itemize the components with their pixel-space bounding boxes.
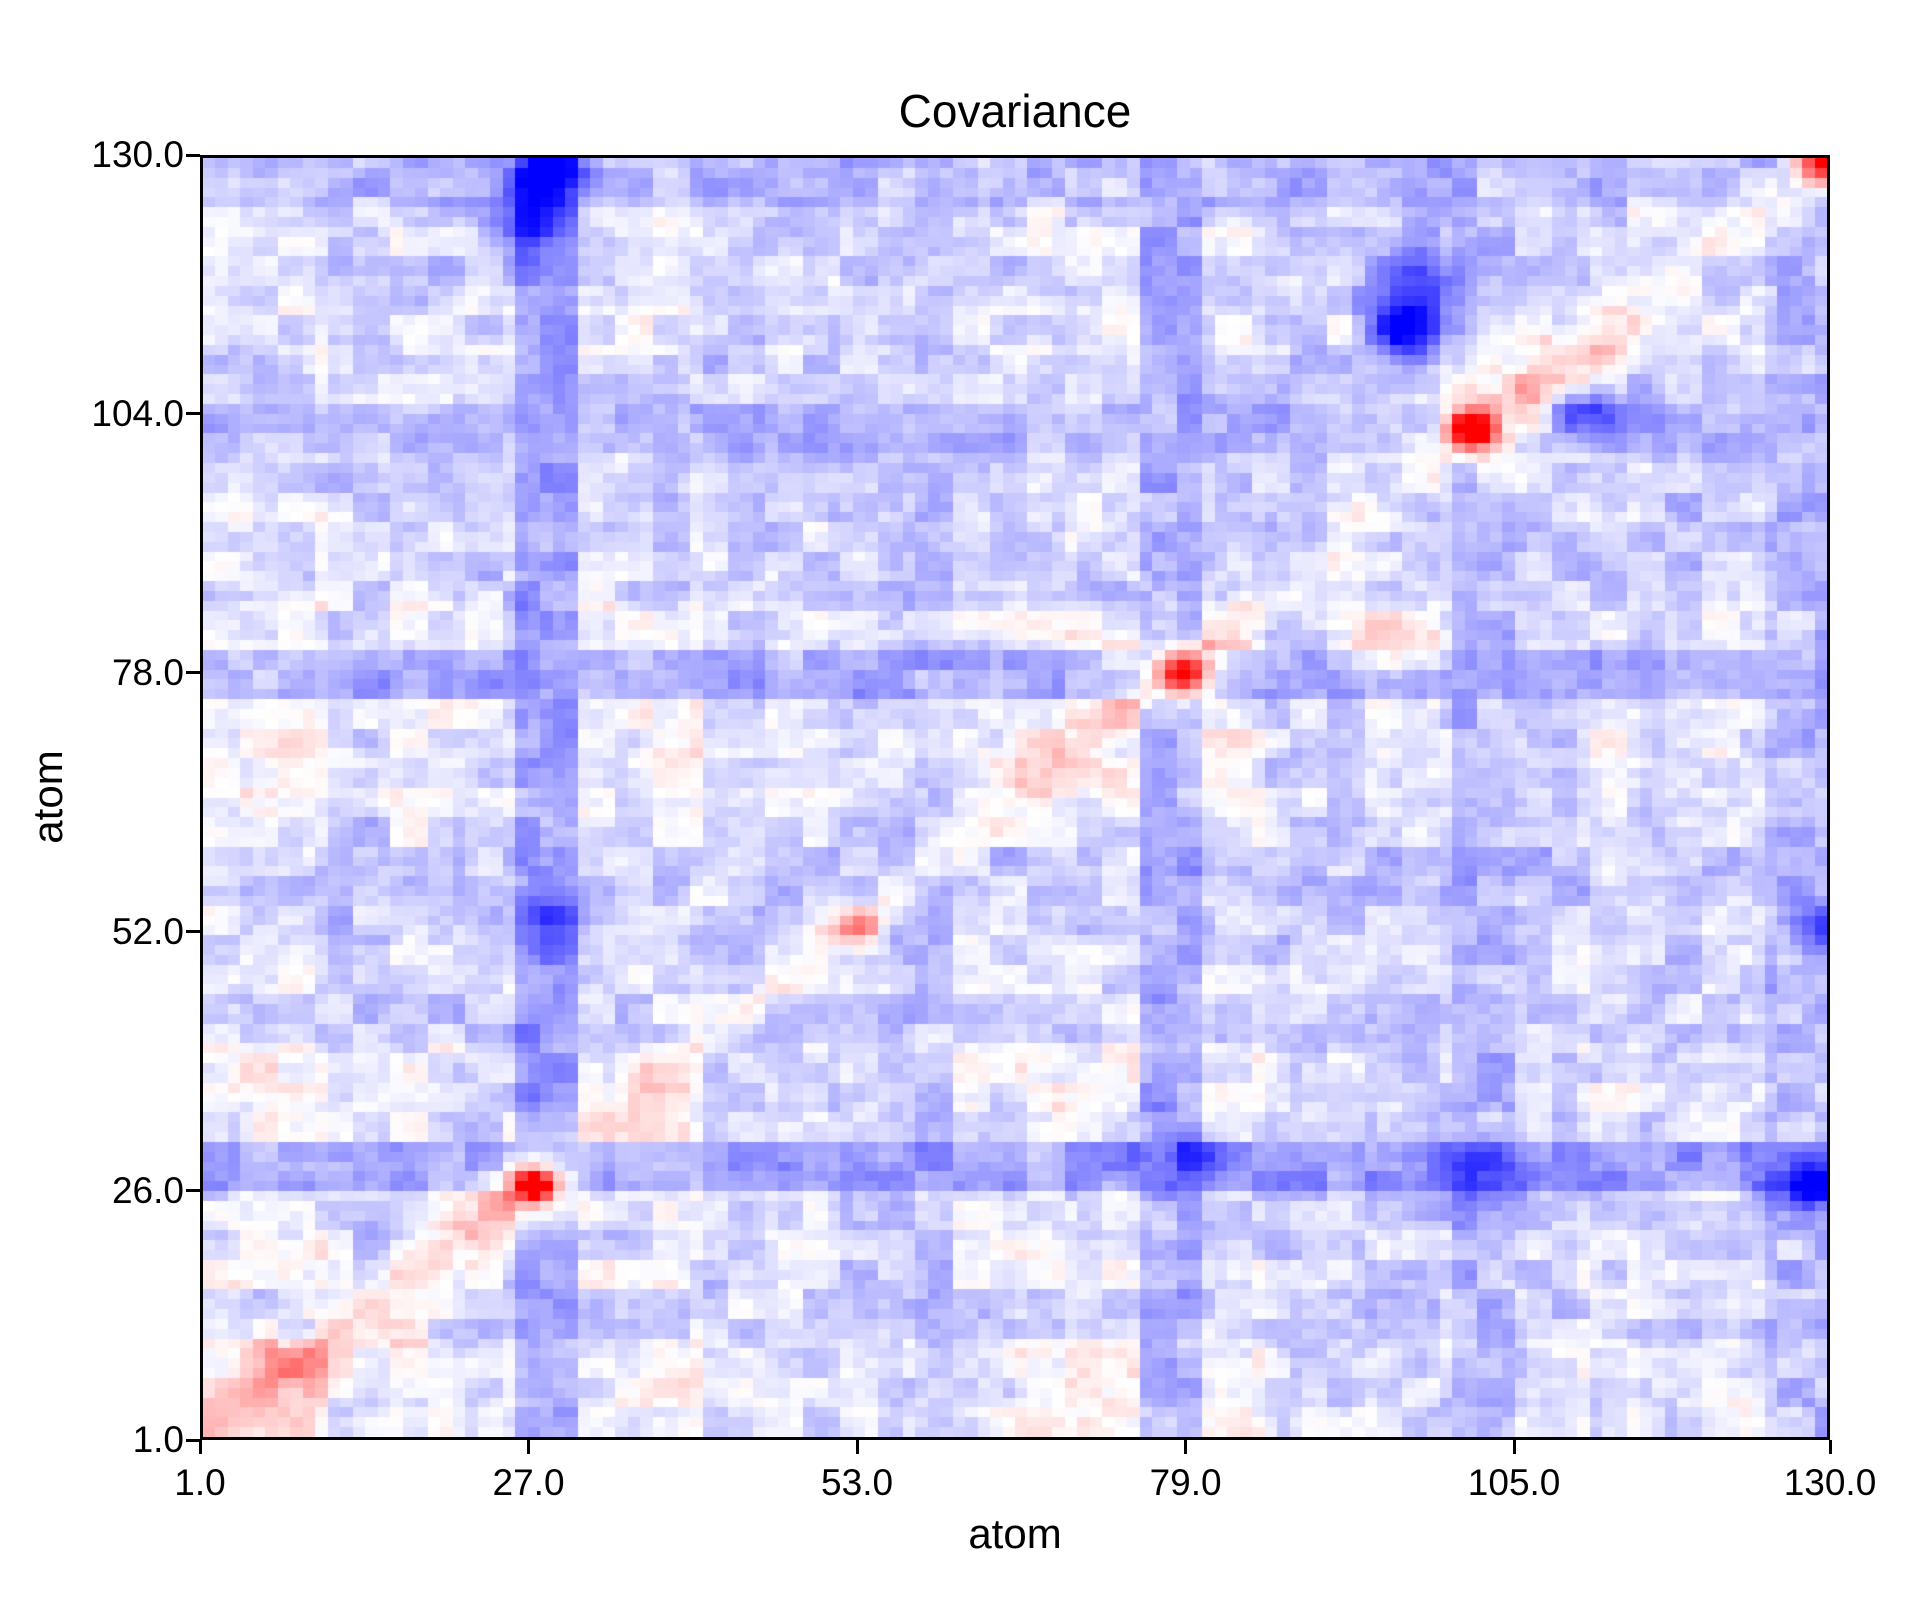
x-tick-label: 53.0 [821,1462,894,1503]
y-tick-label: 52.0 [111,910,184,952]
y-tick-mark [186,153,200,157]
heatmap-canvas [203,158,1827,1437]
x-tick-mark [1828,1440,1832,1454]
x-tick-label: 1.0 [174,1462,226,1503]
heatmap-plot-area [200,155,1830,1440]
y-axis-label: atom [24,750,71,844]
y-tick-mark [186,412,200,416]
y-tick-label: 78.0 [111,651,184,693]
y-tick-mark [186,930,200,934]
y-tick-label: 130.0 [91,134,184,175]
x-tick-mark [1184,1440,1188,1454]
y-tick-label: 1.0 [132,1419,184,1460]
y-tick-mark [186,671,200,675]
x-tick-label: 130.0 [1783,1462,1877,1503]
x-tick-mark [198,1440,202,1454]
x-tick-label: 79.0 [1149,1462,1222,1503]
y-tick-mark [186,1189,200,1193]
x-axis-label: atom [968,1510,1062,1557]
x-tick-label: 27.0 [492,1462,565,1503]
y-tick-label: 104.0 [91,392,184,434]
chart-title: Covariance [898,85,1132,137]
y-tick-label: 26.0 [111,1169,184,1211]
x-tick-label: 105.0 [1467,1462,1561,1503]
x-tick-mark [1512,1440,1516,1454]
y-tick-mark [186,1438,200,1442]
x-tick-mark [527,1440,531,1454]
x-tick-mark [855,1440,859,1454]
